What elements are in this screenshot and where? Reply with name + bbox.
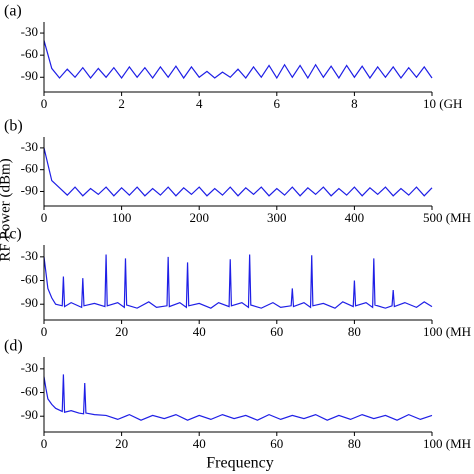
x-tick-label: 100 (MH	[423, 324, 471, 339]
panel-label: (d)	[4, 338, 23, 355]
y-tick-label: -60	[21, 46, 38, 61]
x-axis-label: Frequency	[206, 455, 274, 472]
y-tick-label: -30	[21, 24, 38, 39]
y-tick-label: -60	[21, 384, 38, 399]
x-tick-label: 80	[348, 436, 361, 451]
y-tick-label: -30	[21, 248, 38, 263]
x-tick-label: 20	[115, 324, 128, 339]
y-tick-label: -90	[21, 182, 38, 197]
x-tick-label: 60	[270, 436, 283, 451]
y-tick-label: -90	[21, 68, 38, 83]
panel-label: (c)	[4, 226, 22, 243]
x-tick-label: 0	[41, 96, 48, 111]
trace	[43, 374, 433, 421]
trace	[43, 147, 433, 197]
x-tick-label: 0	[41, 324, 48, 339]
x-tick-label: 40	[193, 436, 206, 451]
x-tick-label: 300	[267, 210, 287, 225]
y-tick-label: -30	[21, 360, 38, 375]
x-tick-label: 0	[41, 436, 48, 451]
x-tick-label: 60	[270, 324, 283, 339]
y-tick-label: -30	[21, 139, 38, 154]
y-axis-label: RF Power (dBm)	[0, 158, 13, 261]
x-tick-label: 2	[118, 96, 125, 111]
panel-label: (b)	[4, 118, 23, 135]
x-tick-label: 40	[193, 324, 206, 339]
x-tick-label: 20	[115, 436, 128, 451]
x-tick-label: 500 (MH	[423, 210, 471, 225]
x-tick-label: 80	[348, 324, 361, 339]
x-tick-label: 6	[274, 96, 281, 111]
y-tick-label: -60	[21, 272, 38, 287]
panel-label: (a)	[4, 3, 22, 20]
y-tick-label: -90	[21, 295, 38, 310]
x-tick-label: 100	[112, 210, 132, 225]
x-tick-label: 4	[196, 96, 203, 111]
x-tick-label: 200	[189, 210, 209, 225]
x-tick-label: 10 (GH	[423, 96, 462, 111]
x-tick-label: 100 (MH	[423, 436, 471, 451]
trace	[43, 40, 433, 80]
x-tick-label: 8	[351, 96, 358, 111]
y-tick-label: -60	[21, 161, 38, 176]
trace	[43, 254, 433, 309]
y-tick-label: -90	[21, 407, 38, 422]
x-tick-label: 400	[345, 210, 365, 225]
x-tick-label: 0	[41, 210, 48, 225]
